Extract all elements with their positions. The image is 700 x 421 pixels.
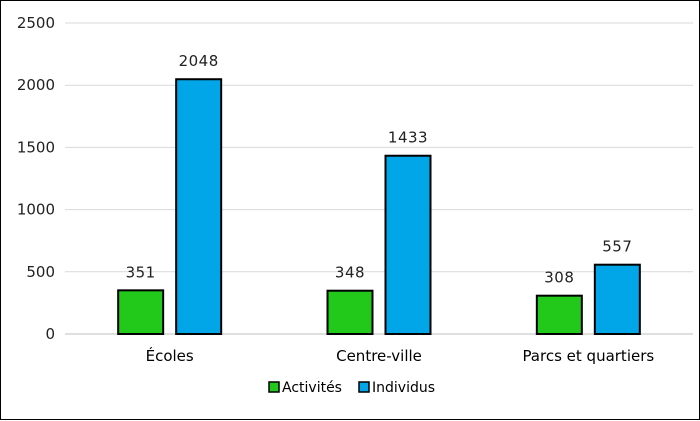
bar-individus-1 bbox=[384, 154, 432, 335]
category-label-2: Parcs et quartiers bbox=[522, 347, 654, 365]
bar-activites-2 bbox=[535, 294, 583, 336]
category-labels: Écoles Centre-ville Parcs et quartiers bbox=[146, 346, 655, 365]
y-tick-label-3: 1500 bbox=[17, 138, 55, 156]
legend: Activités Individus bbox=[268, 380, 435, 396]
legend-label-0: Activités bbox=[282, 380, 342, 396]
bar-individus-0 bbox=[175, 78, 223, 335]
y-tick-label-1: 500 bbox=[26, 263, 55, 281]
data-label-activites-1: 348 bbox=[335, 264, 365, 282]
bars bbox=[117, 78, 641, 336]
data-label-individus-2: 557 bbox=[602, 238, 632, 256]
data-label-activites-2: 308 bbox=[544, 269, 574, 287]
y-tick-label-0: 0 bbox=[45, 325, 55, 343]
category-label-0: Écoles bbox=[146, 346, 194, 365]
legend-label-1: Individus bbox=[372, 380, 435, 396]
data-label-individus-0: 2048 bbox=[179, 52, 219, 70]
y-tick-label-5: 2500 bbox=[17, 14, 55, 32]
bar-activites-1 bbox=[326, 289, 374, 335]
legend-swatch-0 bbox=[268, 381, 280, 393]
y-tick-label-2: 1000 bbox=[17, 201, 55, 219]
y-axis-ticks: 0 500 1000 1500 2000 2500 bbox=[17, 14, 55, 343]
category-label-1: Centre-ville bbox=[336, 347, 422, 365]
data-label-activites-0: 351 bbox=[126, 263, 156, 281]
bar-individus-2 bbox=[593, 263, 641, 335]
data-labels: 351 2048 348 1433 308 557 bbox=[126, 52, 632, 287]
bar-activites-0 bbox=[117, 289, 165, 335]
y-tick-label-4: 2000 bbox=[17, 76, 55, 94]
gridlines bbox=[65, 22, 693, 335]
legend-swatch-1 bbox=[358, 381, 370, 393]
data-label-individus-1: 1433 bbox=[388, 129, 428, 147]
